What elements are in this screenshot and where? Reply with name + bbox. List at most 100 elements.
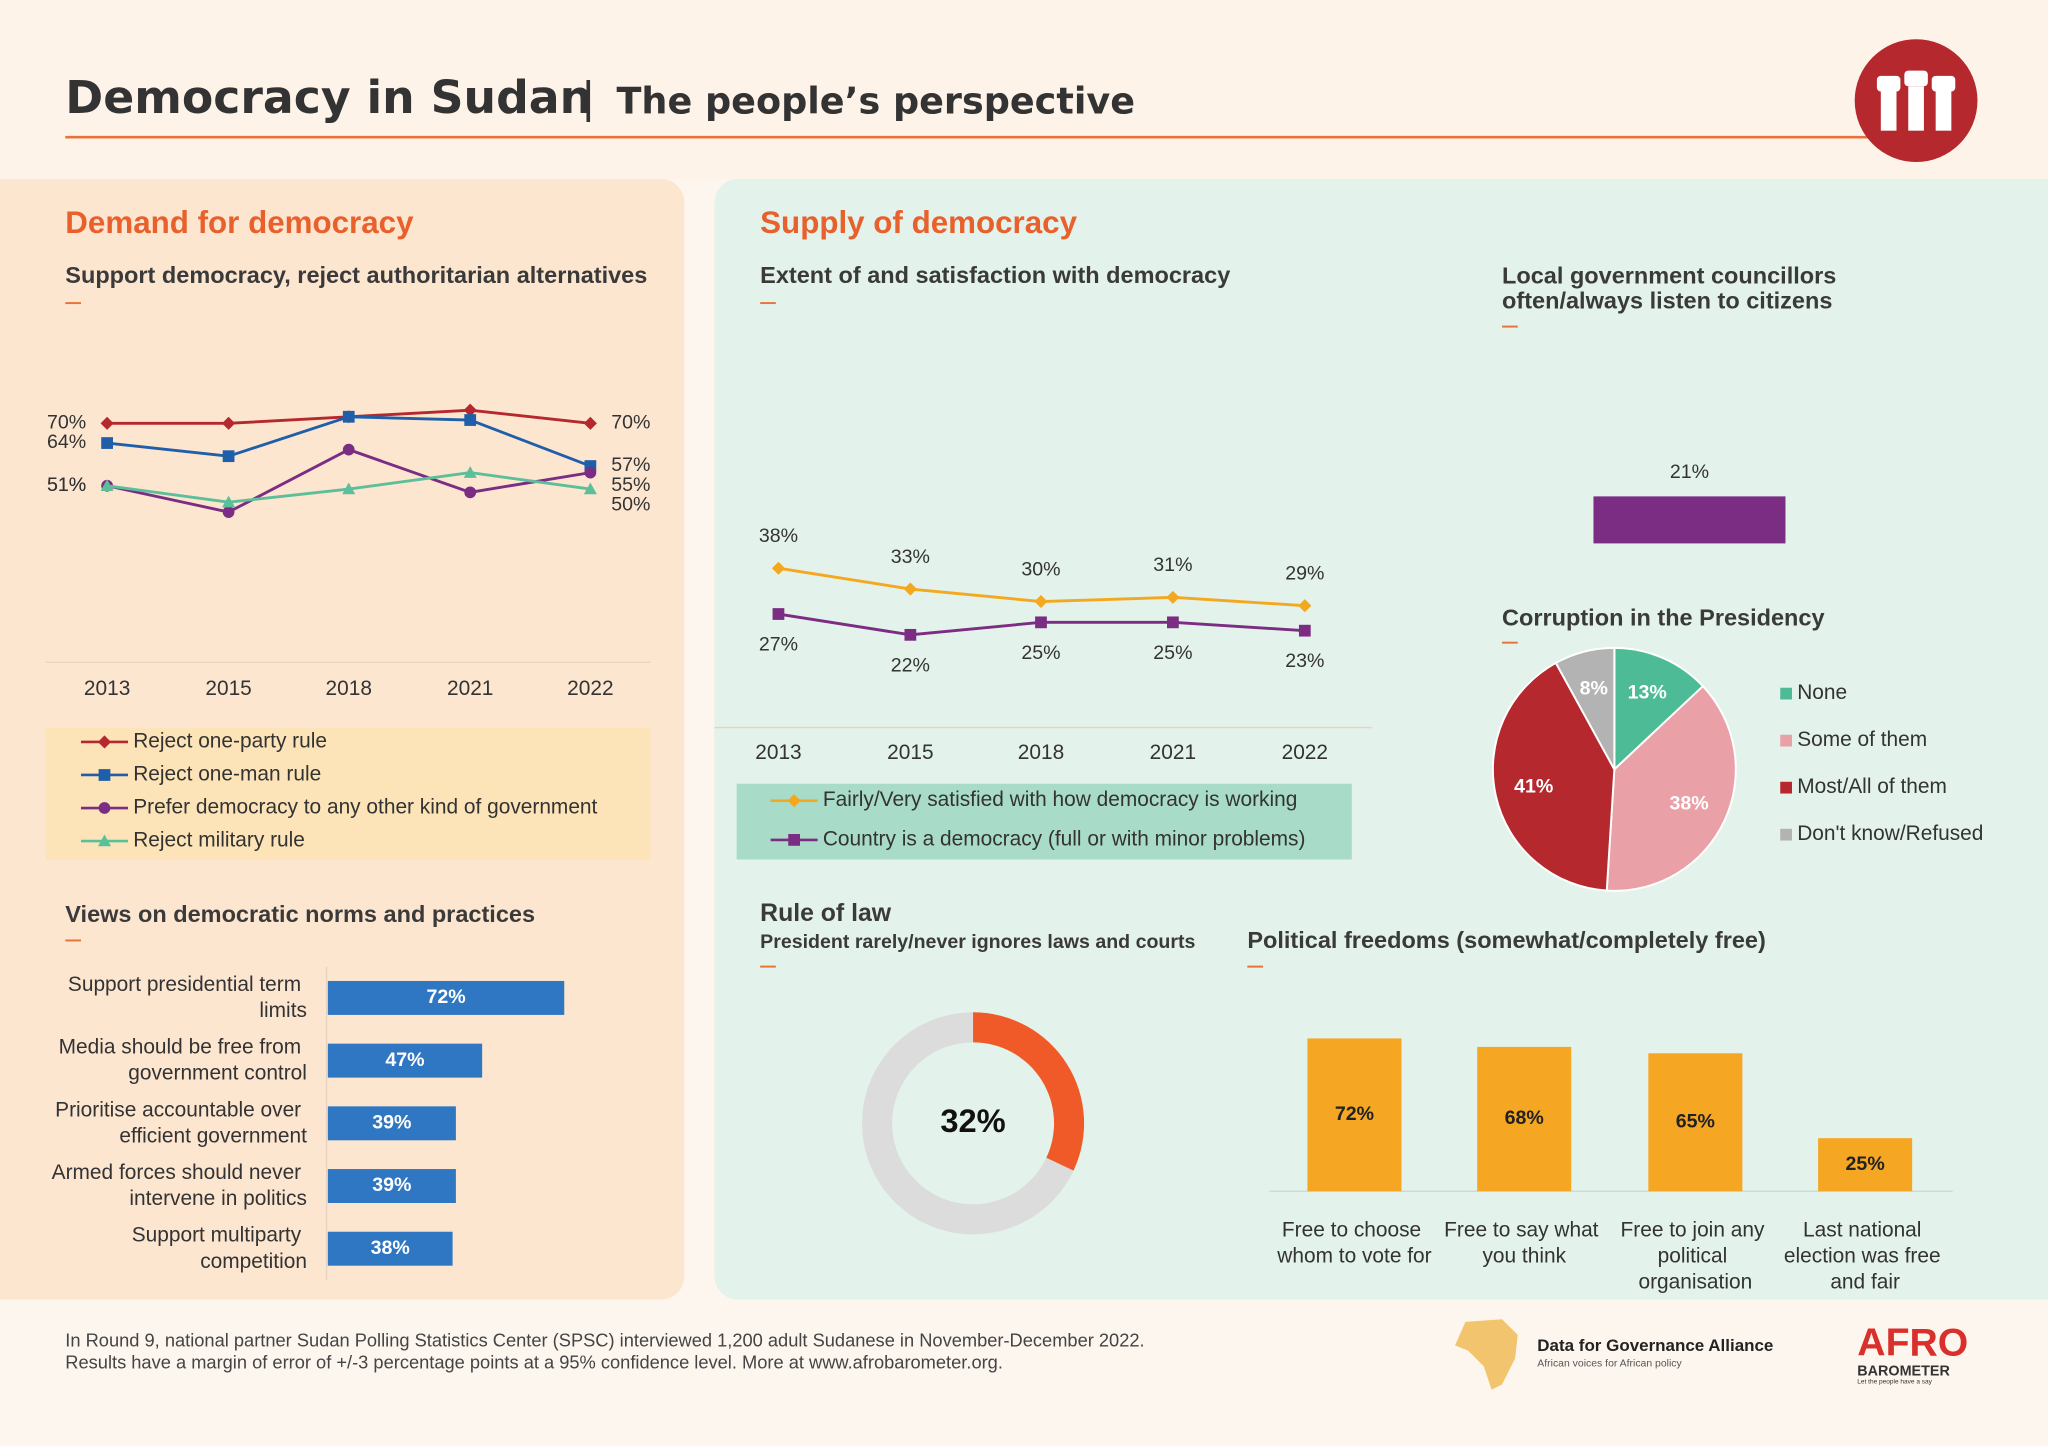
point	[342, 443, 355, 456]
data-label: 38%	[759, 525, 798, 547]
data-label: 65%	[1676, 1110, 1715, 1132]
legend-marker	[788, 834, 800, 846]
fist	[1880, 91, 1897, 131]
logo-name: AFRO	[1857, 1322, 1968, 1365]
x-tick-label: 2015	[887, 741, 933, 764]
x-tick-label: 2013	[755, 741, 801, 764]
x-tick-label: 2021	[447, 677, 493, 700]
logo-sub: BAROMETER	[1857, 1363, 1950, 1379]
legend-label: Prefer democracy to any other kind of go…	[133, 796, 597, 819]
bar	[1477, 1046, 1572, 1192]
data-label: 13%	[1628, 682, 1667, 704]
x-tick-label: 2022	[1282, 741, 1328, 764]
legend-box	[45, 727, 651, 860]
legend-marker	[98, 769, 111, 781]
pie-slice	[1605, 684, 1737, 892]
legend-label: Reject one-party rule	[133, 729, 327, 752]
point	[1298, 599, 1312, 613]
legend-label: Reject one-man rule	[133, 762, 321, 785]
point	[464, 486, 477, 499]
data-label: 55%	[611, 474, 650, 496]
data-label: 41%	[1514, 776, 1553, 798]
data-label: 32%	[940, 1102, 1005, 1139]
bar	[1648, 1053, 1743, 1192]
bar	[1307, 1038, 1402, 1192]
separator: |	[583, 73, 595, 122]
data-label: 25%	[1153, 642, 1192, 664]
bar	[1818, 1138, 1913, 1192]
point	[222, 416, 236, 430]
point	[771, 561, 785, 575]
point	[584, 466, 597, 479]
partner-tagline: African voices for African policy	[1537, 1358, 1682, 1369]
x-tick-label: 2018	[326, 677, 372, 700]
donut-segment	[973, 1012, 1085, 1171]
chart-title: Political freedoms (somewhat/completely …	[1247, 927, 1765, 953]
partner-name: Data for Governance Alliance	[1537, 1336, 1773, 1355]
data-label: 68%	[1505, 1107, 1544, 1129]
x-tick-label: 2021	[1150, 741, 1196, 764]
legend-label: Reject military rule	[133, 829, 305, 852]
pie-slice	[1613, 646, 1705, 772]
legend-marker	[97, 834, 112, 847]
point	[904, 628, 917, 641]
fist	[1904, 70, 1928, 87]
point	[222, 495, 236, 508]
section-title: Demand for democracy	[65, 205, 414, 240]
legend-swatch	[1780, 828, 1792, 841]
x-tick-label: 2013	[84, 677, 130, 700]
data-label: 70%	[611, 412, 650, 434]
bar	[1593, 496, 1786, 544]
data-label: 39%	[372, 1111, 411, 1133]
chart-title: Views on democratic norms and practices	[65, 901, 535, 927]
fist	[1931, 75, 1956, 92]
legend-marker	[787, 794, 801, 808]
chart-title: Rule of law	[760, 900, 892, 927]
data-label: 51%	[47, 474, 86, 496]
legend-marker	[98, 802, 111, 814]
legend-marker	[97, 735, 112, 749]
pie-slice	[1554, 646, 1616, 770]
data-label: 27%	[759, 634, 798, 656]
point	[1035, 616, 1047, 629]
data-label: 47%	[385, 1049, 424, 1071]
data-label: 39%	[372, 1174, 411, 1196]
chart-title: Support democracy, reject authoritarian …	[65, 262, 647, 288]
legend-label: Country is a democracy (full or with min…	[823, 827, 1306, 850]
point	[100, 479, 114, 491]
point	[101, 437, 113, 449]
footer-note: Results have a margin of error of +/-3 p…	[65, 1351, 1003, 1372]
data-label: 29%	[1285, 563, 1324, 585]
data-label: 70%	[47, 412, 86, 434]
y-tick-label: Support multiparty competition	[132, 1223, 307, 1272]
data-label: 23%	[1285, 650, 1324, 672]
fist	[1908, 86, 1924, 131]
africa-icon	[1455, 1319, 1518, 1390]
footer-note: In Round 9, national partner Sudan Polli…	[65, 1329, 1144, 1350]
header-band	[0, 0, 2048, 180]
bar	[327, 1231, 453, 1266]
page-subtitle: The people’s perspective	[616, 80, 1135, 123]
point	[1034, 595, 1048, 609]
data-label: 8%	[1580, 678, 1608, 700]
data-label: 21%	[1670, 461, 1709, 483]
data-label: 38%	[371, 1237, 410, 1259]
data-label: 30%	[1021, 558, 1060, 580]
supply-panel	[714, 179, 2048, 1300]
point	[1167, 616, 1179, 629]
data-label: 38%	[1670, 793, 1709, 815]
data-label: 57%	[611, 454, 650, 476]
x-tick-label: Free to say what you think	[1444, 1218, 1604, 1267]
point	[342, 482, 356, 495]
data-label: 72%	[426, 986, 465, 1008]
y-tick-label: Support presidential term limits	[68, 972, 307, 1021]
point	[342, 410, 355, 423]
x-tick-label: Free to choose whom to vote for	[1276, 1218, 1431, 1267]
data-label: 72%	[1335, 1103, 1374, 1125]
y-tick-label: Prioritise accountable over efficient go…	[55, 1098, 307, 1147]
legend-label: Most/All of them	[1797, 775, 1947, 798]
x-tick-label: 2015	[205, 677, 251, 700]
data-label: 25%	[1021, 642, 1060, 664]
